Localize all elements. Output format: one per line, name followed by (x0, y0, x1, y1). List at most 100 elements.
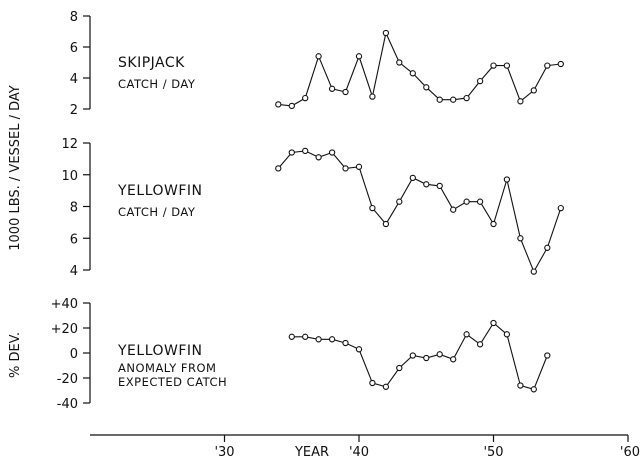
x-tick-label: '50 (483, 445, 503, 460)
yellowfin-data-point (544, 244, 551, 251)
skipjack-data-point (544, 62, 551, 69)
yellowfin-data-point (423, 181, 430, 188)
anomaly-data-point (503, 331, 511, 338)
anomaly-data-point (423, 354, 430, 362)
skipjack-data-point (302, 94, 309, 102)
skipjack-y-tick-label: 2 (70, 103, 78, 118)
skipjack-panel-sublabel: CATCH / DAY (118, 77, 196, 91)
anomaly-data-point (355, 346, 363, 353)
yellowfin-y-tick-label: 4 (70, 264, 78, 279)
anomaly-data-point (544, 352, 551, 359)
yellowfin-data-point (503, 176, 511, 183)
yellowfin-data-point (490, 220, 497, 228)
yellowfin-data-point (328, 149, 336, 156)
yellowfin-data-point (476, 198, 484, 205)
anomaly-data-point (530, 386, 537, 393)
yellowfin-panel: 4 6 8 10 12 YELLOWFIN CATCH / DAY (61, 137, 564, 279)
anomaly-series (288, 319, 551, 393)
yellowfin-data-point (517, 235, 524, 242)
yellowfin-data-point (315, 154, 322, 161)
anomaly-data-point (436, 351, 443, 358)
skipjack-y-tick-label: 4 (70, 72, 78, 87)
anomaly-y-tick-label: +20 (51, 322, 78, 337)
skipjack-data-point (288, 102, 295, 110)
x-axis: YEAR '30 '40 '50 '60 (90, 434, 640, 460)
shared-y-axis-title: 1000 LBS. / VESSEL / DAY (8, 85, 23, 251)
yellowfin-data-point (355, 163, 363, 170)
anomaly-data-point (490, 319, 497, 327)
anomaly-y-axis-title: % DEV. (8, 332, 23, 378)
anomaly-y-tick-label: +40 (51, 297, 78, 312)
yellowfin-data-point (369, 204, 376, 212)
anomaly-panel-sublabel-line2: EXPECTED CATCH (118, 375, 227, 389)
skipjack-data-point (396, 59, 403, 66)
skipjack-data-point (530, 87, 537, 94)
yellowfin-data-point (463, 198, 470, 205)
anomaly-panel: +40 +20 0 -20 -40 YELLOWFIN ANOMALY FROM EXP… (8, 297, 551, 412)
skipjack-data-point (423, 84, 430, 91)
yellowfin-data-point (342, 165, 349, 172)
yellowfin-data-point (302, 147, 309, 155)
skipjack-y-tick-label: 8 (70, 10, 78, 25)
yellowfin-panel-sublabel: CATCH / DAY (118, 205, 196, 219)
skipjack-data-point (517, 98, 524, 105)
yellowfin-y-tick-label: 12 (61, 137, 78, 152)
anomaly-data-point (476, 341, 484, 348)
skipjack-data-point (490, 62, 497, 69)
skipjack-data-point (342, 88, 349, 96)
yellowfin-y-tick-label: 8 (70, 201, 78, 216)
x-tick-label: '60 (620, 445, 640, 460)
skipjack-data-point (436, 96, 443, 103)
yellowfin-y-tick-label: 10 (61, 169, 78, 184)
anomaly-panel-label: YELLOWFIN (117, 343, 203, 359)
anomaly-data-point (409, 352, 416, 359)
skipjack-data-point (476, 77, 484, 85)
skipjack-data-point (557, 60, 564, 68)
skipjack-series (275, 29, 564, 110)
anomaly-data-point (396, 364, 403, 372)
yellowfin-data-point (382, 220, 390, 228)
skipjack-data-point (275, 101, 282, 108)
yellowfin-data-point (409, 174, 416, 182)
skipjack-data-point (355, 53, 363, 60)
anomaly-data-point (369, 379, 376, 387)
yellowfin-data-point (396, 198, 403, 205)
anomaly-y-tick-label: -20 (57, 372, 78, 387)
yellowfin-data-point (288, 149, 295, 156)
anomaly-data-point (463, 331, 470, 338)
anomaly-y-tick-label: 0 (70, 347, 78, 362)
x-axis-title: YEAR (294, 445, 329, 460)
yellowfin-data-point (275, 165, 282, 172)
skipjack-data-point (315, 53, 322, 60)
skipjack-data-point (450, 96, 457, 103)
skipjack-panel: 2 4 6 8 SKIPJACK CATCH / DAY (70, 10, 564, 118)
skipjack-data-point (328, 85, 336, 92)
skipjack-y-axis: 2 4 6 8 (70, 10, 91, 118)
anomaly-data-point (315, 336, 322, 343)
skipjack-panel-label: SKIPJACK (118, 55, 185, 71)
yellowfin-data-point (436, 182, 443, 190)
anomaly-data-point (450, 356, 457, 363)
anomaly-data-point (517, 382, 524, 389)
anomaly-data-point (288, 333, 295, 340)
skipjack-data-point (409, 70, 416, 77)
yellowfin-y-axis: 4 6 8 10 12 (61, 137, 91, 279)
skipjack-data-point (369, 93, 376, 100)
skipjack-data-point (463, 94, 470, 102)
anomaly-data-point (342, 339, 349, 347)
skipjack-data-point (382, 29, 390, 37)
skipjack-data-point (503, 62, 511, 69)
anomaly-data-point (302, 333, 309, 340)
yellowfin-data-point (557, 204, 564, 212)
x-tick-label: '40 (349, 445, 369, 460)
skipjack-y-tick-label: 6 (70, 41, 78, 56)
anomaly-data-point (328, 336, 336, 343)
yellowfin-data-point (450, 206, 457, 213)
yellowfin-data-point (530, 268, 537, 275)
yellowfin-panel-label: YELLOWFIN (117, 183, 203, 199)
yellowfin-series (275, 147, 564, 275)
anomaly-y-axis: +40 +20 0 -20 -40 (51, 297, 91, 412)
skipjack-series-line (278, 31, 561, 107)
yellowfin-series-line (277, 150, 562, 273)
